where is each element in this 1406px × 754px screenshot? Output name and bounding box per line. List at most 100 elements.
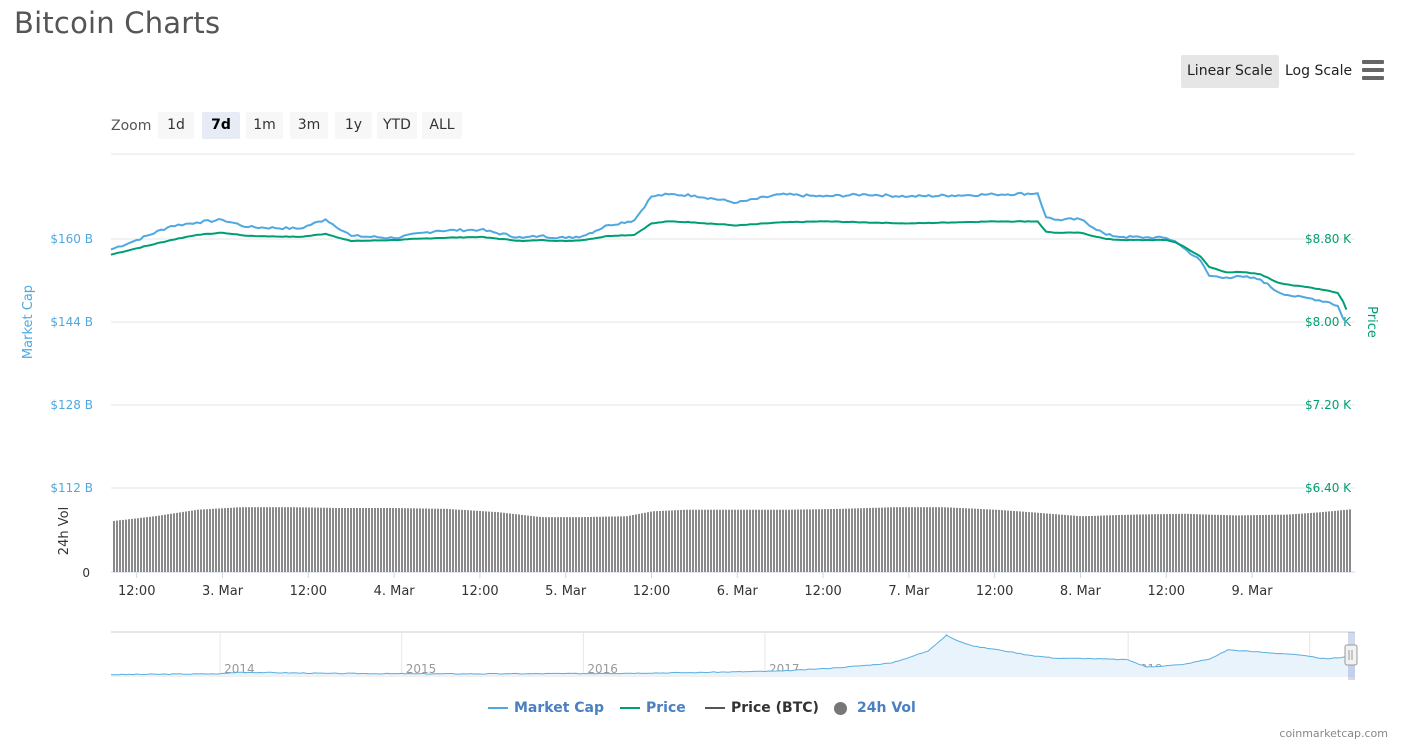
volume-bar (185, 511, 187, 572)
volume-bar (509, 513, 511, 572)
legend-24h-vol[interactable]: 24h Vol (834, 698, 916, 718)
zoom-3m-button[interactable]: 3m (290, 112, 328, 139)
volume-bar (788, 509, 790, 572)
volume-bar (773, 509, 775, 572)
legend-market-cap[interactable]: Market Cap (488, 698, 604, 718)
volume-bar (914, 507, 916, 572)
volume-bar (1106, 515, 1108, 572)
volume-bar (1205, 514, 1207, 572)
volume-bar (359, 508, 361, 572)
volume-bar (1322, 512, 1324, 572)
volume-bar (680, 510, 682, 572)
volume-bar (746, 509, 748, 572)
volume-bar (173, 513, 175, 572)
volume-bar (1283, 514, 1285, 572)
legend-price-label: Price (646, 700, 686, 716)
volume-bar (1325, 511, 1327, 572)
volume-bar (1223, 515, 1225, 572)
volume-bar (149, 516, 151, 572)
credit-link[interactable]: coinmarketcap.com (1279, 727, 1388, 740)
navigator-year-label: 2019 (1132, 662, 1163, 676)
volume-bar (1286, 514, 1288, 572)
volume-bar (713, 509, 715, 572)
zoom-ytd-button[interactable]: YTD (377, 112, 417, 139)
x-tick-label: 9. Mar (1232, 584, 1274, 599)
volume-bar (1160, 514, 1162, 572)
volume-bar (197, 509, 199, 572)
menu-icon[interactable] (1362, 60, 1386, 80)
volume-bar (581, 517, 583, 572)
volume-bar (638, 513, 640, 572)
volume-bar (878, 507, 880, 572)
volume-bar (1133, 514, 1135, 572)
zoom-1y-button[interactable]: 1y (335, 112, 372, 139)
volume-bar (1151, 514, 1153, 572)
volume-bar (1238, 515, 1240, 572)
log-scale-button[interactable]: Log Scale (1285, 63, 1353, 79)
navigator-year-label: 2014 (224, 662, 255, 676)
volume-bar (836, 508, 838, 572)
x-tick-label: 12:00 (1148, 584, 1185, 599)
linear-scale-button[interactable]: Linear Scale (1181, 55, 1279, 88)
volume-bar (722, 509, 724, 572)
zoom-7d-button[interactable]: 7d (202, 112, 240, 139)
legend-price-swatch (620, 707, 640, 709)
volume-bar (341, 508, 343, 572)
volume-bar (143, 517, 145, 572)
volume-bar (947, 507, 949, 572)
zoom-all-button[interactable]: ALL (422, 112, 462, 139)
zoom-1d-button[interactable]: 1d (158, 112, 194, 139)
volume-bar (1187, 513, 1189, 572)
navigator-area (111, 635, 1355, 676)
volume-bar (566, 517, 568, 572)
volume-bar (743, 509, 745, 572)
volume-bar (194, 510, 196, 572)
volume-bar (1256, 515, 1258, 572)
volume-bar (293, 507, 295, 572)
legend-price[interactable]: Price (620, 698, 686, 718)
volume-bar (533, 516, 535, 572)
volume-bar (182, 511, 184, 572)
navigator-year-label: 2016 (587, 662, 618, 676)
volume-bar (1139, 514, 1141, 572)
volume-bar (491, 511, 493, 572)
volume-bar (239, 507, 241, 572)
volume-bar (119, 520, 121, 572)
volume-bar (896, 507, 898, 572)
volume-bar (446, 508, 448, 572)
navigator-year-label: 2017 (769, 662, 800, 676)
volume-bar (452, 509, 454, 572)
volume-bar (1028, 512, 1030, 572)
volume-bar (1109, 515, 1111, 572)
volume-bar (269, 507, 271, 572)
volume-bar (1166, 514, 1168, 572)
volume-bar (1178, 513, 1180, 572)
volume-bar (128, 519, 130, 572)
volume-bar (791, 509, 793, 572)
volume-bar (1229, 515, 1231, 572)
legend-market-cap-swatch (488, 707, 508, 709)
volume-bar (737, 509, 739, 572)
volume-bar (179, 512, 181, 572)
volume-bar (803, 509, 805, 572)
volume-bar (527, 515, 529, 572)
volume-bar (695, 509, 697, 572)
volume-bar (278, 507, 280, 572)
volume-bar (1088, 516, 1090, 572)
volume-bar (155, 516, 157, 572)
volume-bar (167, 514, 169, 572)
right-tick-label: $8.00 K (1305, 315, 1352, 329)
volume-bar (710, 509, 712, 572)
legend-price-btc[interactable]: Price (BTC) (705, 698, 819, 718)
volume-bar (473, 510, 475, 572)
zoom-1m-button[interactable]: 1m (246, 112, 283, 139)
x-tick-label: 3. Mar (202, 584, 244, 599)
legend-24h-vol-swatch (834, 701, 847, 715)
volume-bar (146, 517, 148, 572)
volume-bar (524, 515, 526, 572)
volume-bar (440, 508, 442, 572)
volume-bar (209, 509, 211, 572)
volume-bar (848, 508, 850, 572)
volume-bar (1211, 514, 1213, 572)
volume-bar (632, 515, 634, 572)
